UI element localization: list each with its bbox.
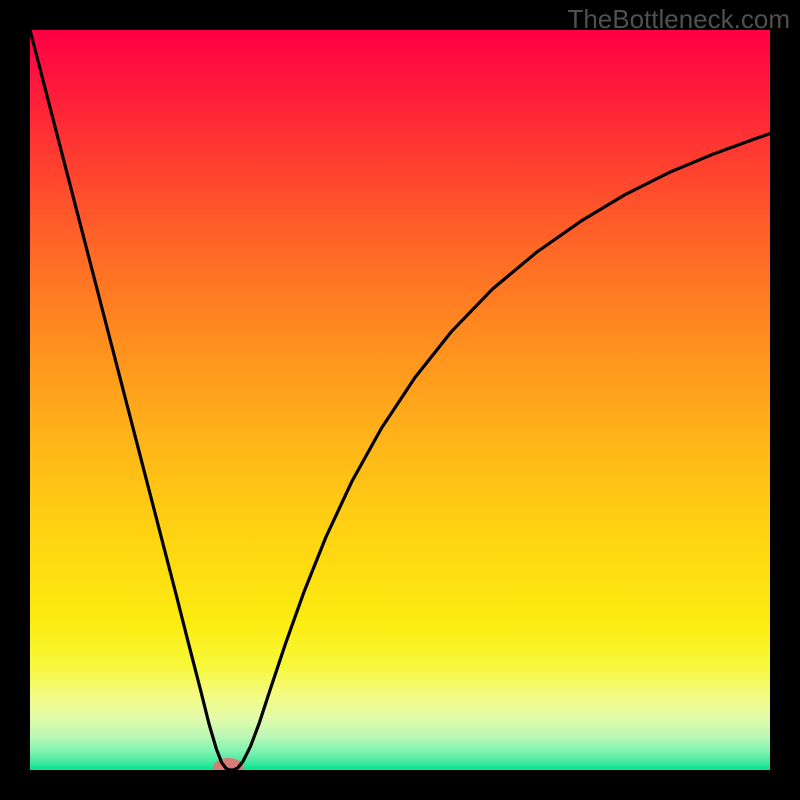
plot-area — [30, 30, 770, 770]
bottleneck-curve-svg — [30, 30, 770, 770]
chart-frame: TheBottleneck.com — [0, 0, 800, 800]
watermark-text: TheBottleneck.com — [567, 4, 790, 35]
